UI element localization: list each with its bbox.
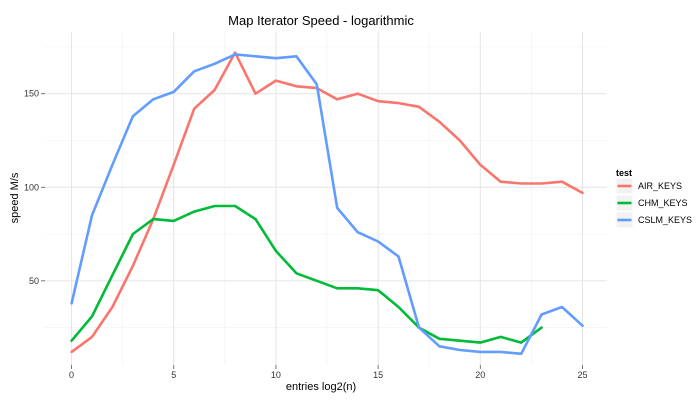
legend-title: test	[616, 168, 632, 178]
x-tick-label: 0	[69, 370, 74, 380]
legend-label-air-keys: AIR_KEYS	[638, 181, 682, 191]
x-tick-label: 10	[271, 370, 281, 380]
plot-panel	[45, 32, 607, 365]
series-line-air-keys	[70, 51, 584, 354]
x-axis-ticks: 0 5 10 15 20 25	[69, 365, 587, 380]
legend-label-cslm-keys: CSLM_KEYS	[638, 215, 692, 225]
y-tick-label: 50	[29, 276, 39, 286]
legend-label-chm-keys: CHM_KEYS	[638, 198, 688, 208]
y-axis-ticks: 50 100 150	[24, 89, 45, 286]
x-tick-label: 15	[373, 370, 383, 380]
y-tick-label: 100	[24, 182, 39, 192]
series-line-cslm-keys	[70, 53, 584, 356]
x-axis-label: entries log2(n)	[286, 381, 356, 393]
x-tick-label: 5	[171, 370, 176, 380]
y-tick-label: 150	[24, 89, 39, 99]
legend: test AIR_KEYS CHM_KEYS CSLM_KEYS	[615, 168, 692, 229]
x-tick-label: 25	[577, 370, 587, 380]
chart-title: Map Iterator Speed - logarithmic	[228, 13, 414, 28]
series-line-chm-keys	[70, 204, 543, 344]
y-axis-label: speed M/s	[9, 172, 21, 223]
series-lines	[70, 51, 584, 356]
x-tick-label: 20	[475, 370, 485, 380]
